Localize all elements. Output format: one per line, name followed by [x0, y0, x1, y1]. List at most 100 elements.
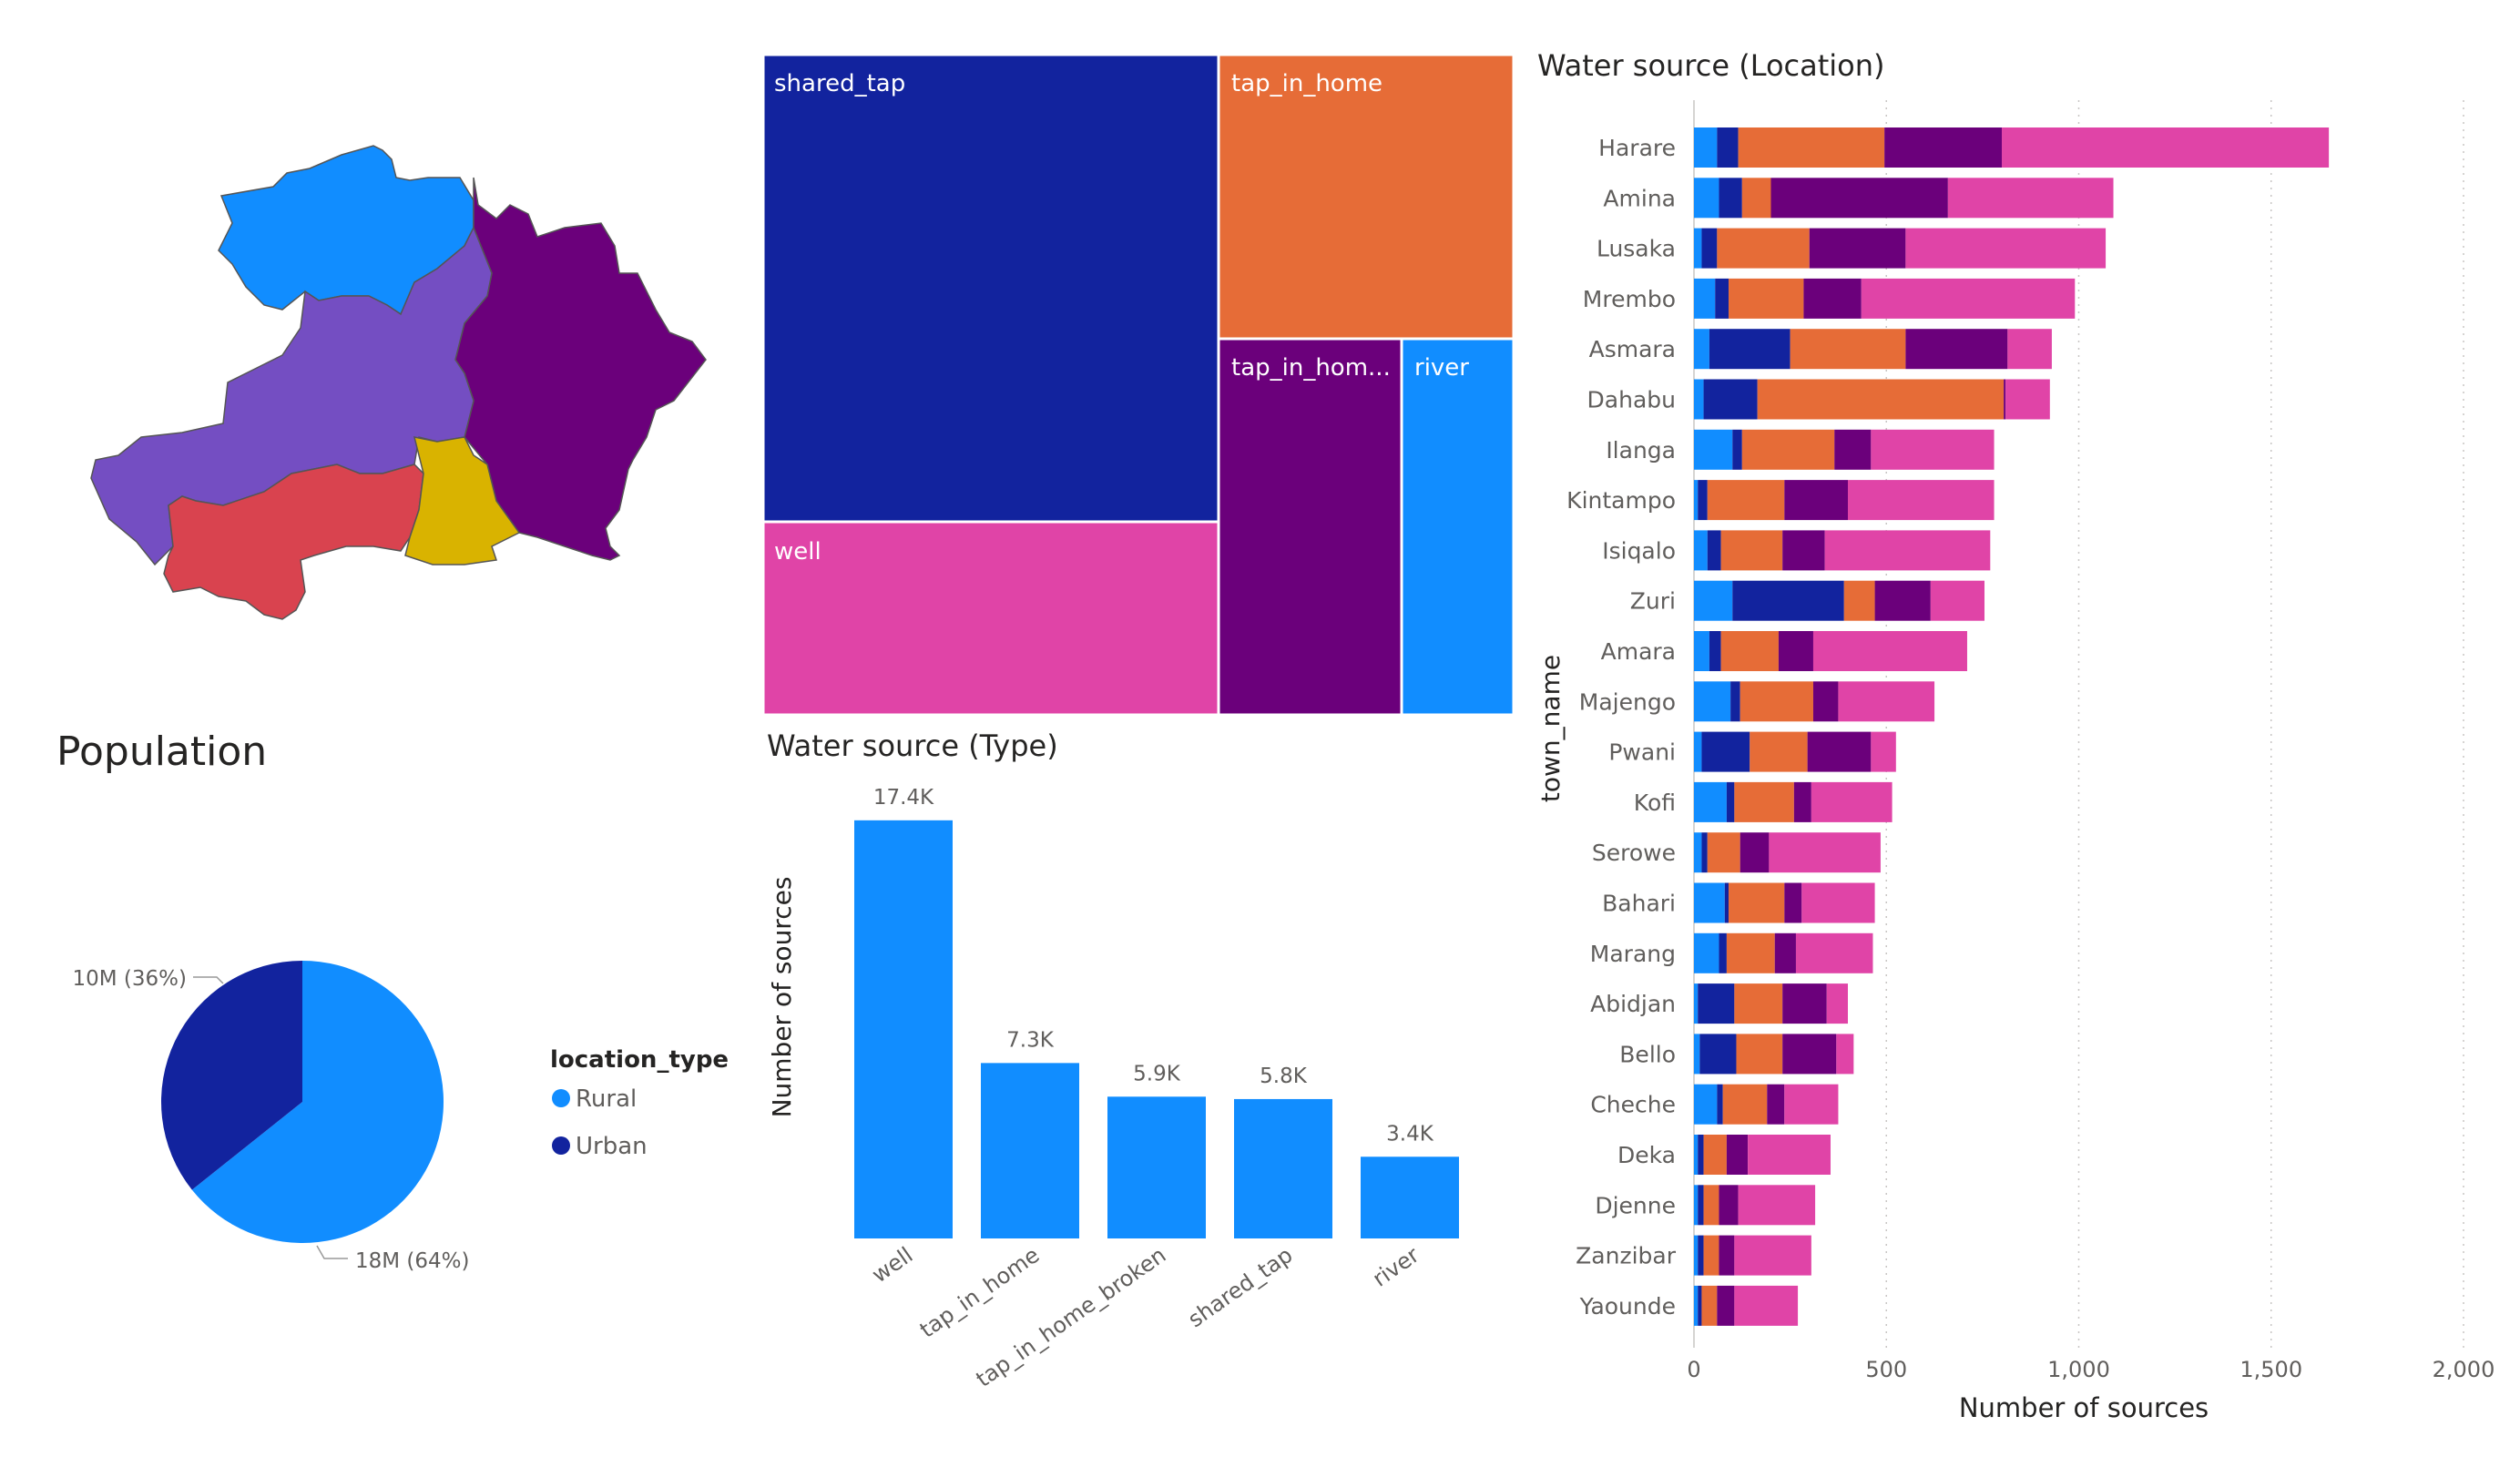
bar-segment-marang-3[interactable] — [1774, 932, 1796, 973]
bar-segment-yaounde-3[interactable] — [1717, 1285, 1735, 1326]
bar-segment-ilanga-0[interactable] — [1694, 429, 1733, 470]
bar-segment-djenne-3[interactable] — [1719, 1185, 1739, 1226]
bar-segment-serowe-0[interactable] — [1694, 832, 1702, 873]
map-region-south[interactable] — [163, 464, 424, 620]
bar-segment-zanzibar-0[interactable] — [1694, 1235, 1699, 1276]
bar-segment-cheche-2[interactable] — [1722, 1084, 1768, 1125]
bar-segment-majengo-3[interactable] — [1812, 681, 1839, 722]
bar-segment-zuri-3[interactable] — [1874, 580, 1931, 621]
water-type-columns[interactable]: 17.4Kwell7.3Ktap_in_home5.9Ktap_in_home_… — [854, 786, 1459, 1392]
bar-segment-bello-1[interactable] — [1699, 1034, 1737, 1075]
legend-label-urban[interactable]: Urban — [576, 1133, 648, 1160]
bar-segment-marang-1[interactable] — [1719, 932, 1727, 973]
bar-segment-ilanga-3[interactable] — [1834, 429, 1872, 470]
bar-segment-zanzibar-4[interactable] — [1734, 1235, 1811, 1276]
bar-segment-mrembo-3[interactable] — [1803, 278, 1862, 319]
bar-segment-kofi-3[interactable] — [1793, 781, 1811, 822]
bar-segment-mrembo-1[interactable] — [1715, 278, 1729, 319]
bar-segment-harare-0[interactable] — [1694, 127, 1718, 168]
bar-segment-kintampo-4[interactable] — [1848, 480, 1995, 521]
water-location-bars[interactable]: Harare Amina Lusaka Mrembo Asmara Dahabu Ilang… — [1566, 127, 2330, 1326]
bar-segment-serowe-3[interactable] — [1740, 832, 1770, 873]
bar-segment-amara-3[interactable] — [1778, 631, 1813, 671]
bar-segment-yaounde-2[interactable] — [1701, 1285, 1718, 1326]
bar-segment-bahari-1[interactable] — [1724, 882, 1729, 923]
pie-slice-urban[interactable] — [161, 961, 302, 1190]
bar-segment-mrembo-2[interactable] — [1729, 278, 1804, 319]
treemap-tile-tap-in-home-broken[interactable] — [1217, 337, 1403, 717]
bar-segment-djenne-2[interactable] — [1703, 1185, 1719, 1226]
bar-segment-cheche-4[interactable] — [1784, 1084, 1839, 1125]
population-pie[interactable] — [161, 961, 444, 1244]
type-bar-shared-tap[interactable] — [1234, 1098, 1332, 1238]
bar-segment-cheche-0[interactable] — [1694, 1084, 1718, 1125]
bar-segment-harare-2[interactable] — [1738, 127, 1885, 168]
bar-segment-marang-4[interactable] — [1795, 932, 1873, 973]
bar-segment-zuri-4[interactable] — [1930, 580, 1984, 621]
bar-segment-dahabu-1[interactable] — [1703, 379, 1758, 420]
bar-segment-bello-3[interactable] — [1782, 1034, 1837, 1075]
bar-segment-pwani-3[interactable] — [1807, 731, 1872, 772]
bar-segment-isiqalo-4[interactable] — [1824, 530, 1991, 571]
bar-segment-lusaka-1[interactable] — [1701, 228, 1718, 269]
bar-segment-isiqalo-1[interactable] — [1707, 530, 1721, 571]
bar-segment-asmara-1[interactable] — [1709, 329, 1791, 370]
bar-segment-deka-4[interactable] — [1748, 1135, 1831, 1175]
bar-segment-djenne-4[interactable] — [1738, 1185, 1816, 1226]
bar-segment-majengo-4[interactable] — [1838, 681, 1935, 722]
bar-segment-zuri-0[interactable] — [1694, 580, 1733, 621]
bar-segment-pwani-4[interactable] — [1871, 731, 1896, 772]
bar-segment-lusaka-3[interactable] — [1809, 228, 1906, 269]
bar-segment-amina-1[interactable] — [1719, 178, 1742, 219]
bar-segment-dahabu-4[interactable] — [2005, 379, 2050, 420]
bar-segment-asmara-0[interactable] — [1694, 329, 1709, 370]
bar-segment-ilanga-1[interactable] — [1732, 429, 1742, 470]
bar-segment-kofi-2[interactable] — [1734, 781, 1794, 822]
bar-segment-bahari-4[interactable] — [1801, 882, 1875, 923]
bar-segment-kintampo-0[interactable] — [1694, 480, 1699, 521]
bar-segment-abidjan-1[interactable] — [1698, 983, 1735, 1024]
pie-slice-rural[interactable] — [191, 961, 444, 1244]
treemap-tile-shared-tap[interactable] — [761, 53, 1220, 524]
bar-segment-amina-2[interactable] — [1741, 178, 1771, 219]
bar-segment-bello-2[interactable] — [1736, 1034, 1783, 1075]
bar-segment-djenne-0[interactable] — [1694, 1185, 1699, 1226]
bar-segment-asmara-3[interactable] — [1905, 329, 2008, 370]
bar-segment-pwani-1[interactable] — [1701, 731, 1750, 772]
bar-segment-lusaka-0[interactable] — [1694, 228, 1702, 269]
treemap-tile-river[interactable] — [1400, 337, 1515, 717]
bar-segment-marang-0[interactable] — [1694, 932, 1719, 973]
bar-segment-pwani-2[interactable] — [1750, 731, 1808, 772]
bar-segment-bahari-0[interactable] — [1694, 882, 1725, 923]
bar-segment-isiqalo-0[interactable] — [1694, 530, 1708, 571]
bar-segment-abidjan-3[interactable] — [1782, 983, 1827, 1024]
bar-segment-amina-3[interactable] — [1770, 178, 1948, 219]
bar-segment-harare-1[interactable] — [1717, 127, 1739, 168]
bar-segment-amara-0[interactable] — [1694, 631, 1709, 671]
bar-segment-kofi-1[interactable] — [1726, 781, 1735, 822]
bar-segment-yaounde-0[interactable] — [1694, 1285, 1699, 1326]
bar-segment-pwani-0[interactable] — [1694, 731, 1702, 772]
bar-segment-lusaka-4[interactable] — [1905, 228, 2107, 269]
bar-segment-dahabu-2[interactable] — [1757, 379, 2005, 420]
bar-segment-amara-1[interactable] — [1709, 631, 1721, 671]
bar-segment-dahabu-3[interactable] — [2004, 379, 2006, 420]
type-bar-tap-in-home[interactable] — [981, 1063, 1079, 1238]
bar-segment-lusaka-2[interactable] — [1717, 228, 1810, 269]
bar-segment-abidjan-0[interactable] — [1694, 983, 1699, 1024]
bar-segment-serowe-4[interactable] — [1769, 832, 1881, 873]
bar-segment-kofi-0[interactable] — [1694, 781, 1727, 822]
bar-segment-kofi-4[interactable] — [1811, 781, 1893, 822]
bar-segment-amara-2[interactable] — [1720, 631, 1779, 671]
bar-segment-asmara-2[interactable] — [1790, 329, 1906, 370]
bar-segment-djenne-1[interactable] — [1698, 1185, 1704, 1226]
bar-segment-deka-2[interactable] — [1703, 1135, 1727, 1175]
bar-segment-bello-4[interactable] — [1836, 1034, 1854, 1075]
bar-segment-yaounde-4[interactable] — [1734, 1285, 1799, 1326]
bar-segment-amina-4[interactable] — [1947, 178, 2114, 219]
type-bar-tap-in-home-broken[interactable] — [1107, 1096, 1206, 1238]
bar-segment-isiqalo-3[interactable] — [1782, 530, 1825, 571]
treemap-tile-well[interactable] — [761, 520, 1220, 717]
bar-segment-zuri-1[interactable] — [1732, 580, 1844, 621]
bar-segment-deka-1[interactable] — [1698, 1135, 1704, 1175]
